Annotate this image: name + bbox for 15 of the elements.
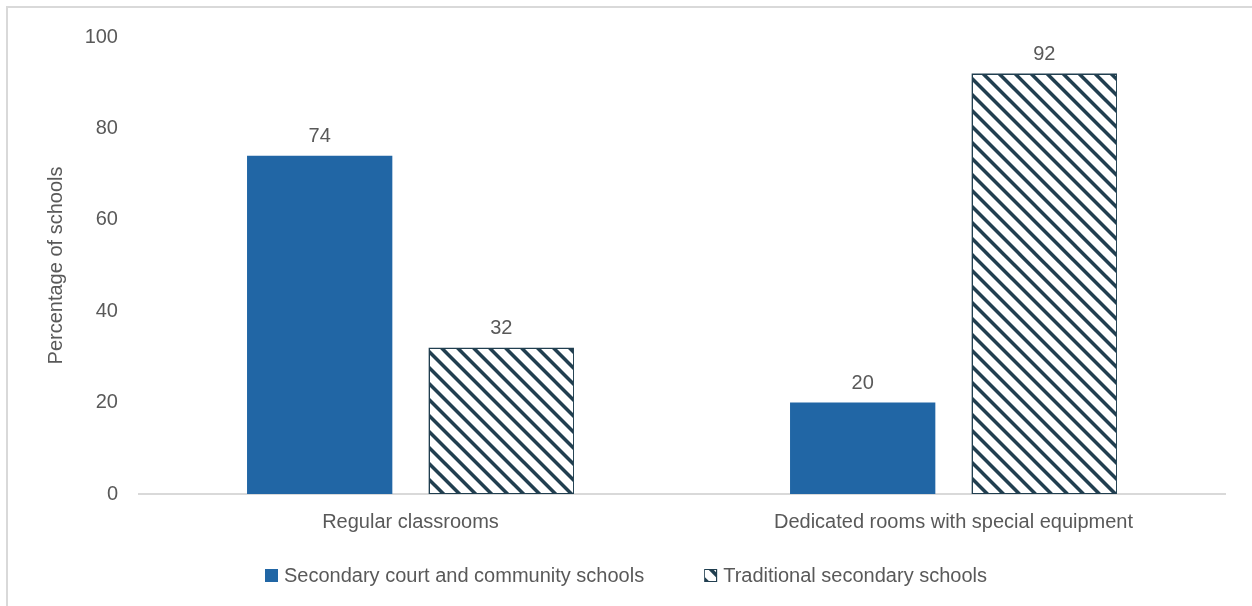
data-label: 74 xyxy=(308,124,331,147)
y-axis-title: Percentage of schools xyxy=(43,166,66,365)
y-tick-label: 60 xyxy=(95,207,118,230)
legend-label: Traditional secondary schools xyxy=(723,563,988,586)
y-tick-label: 100 xyxy=(84,24,118,47)
x-tick-label: Regular classrooms xyxy=(322,509,499,532)
data-label: 20 xyxy=(851,371,874,394)
y-tick-label: 0 xyxy=(106,481,118,504)
legend-label: Secondary court and community schools xyxy=(284,563,645,586)
y-tick-label: 20 xyxy=(95,390,118,413)
data-label: 92 xyxy=(1033,42,1056,65)
x-tick-label: Dedicated rooms with special equipment xyxy=(773,509,1134,532)
data-label: 32 xyxy=(490,316,513,339)
y-tick-label: 80 xyxy=(95,115,118,138)
y-tick-label: 40 xyxy=(95,298,118,321)
